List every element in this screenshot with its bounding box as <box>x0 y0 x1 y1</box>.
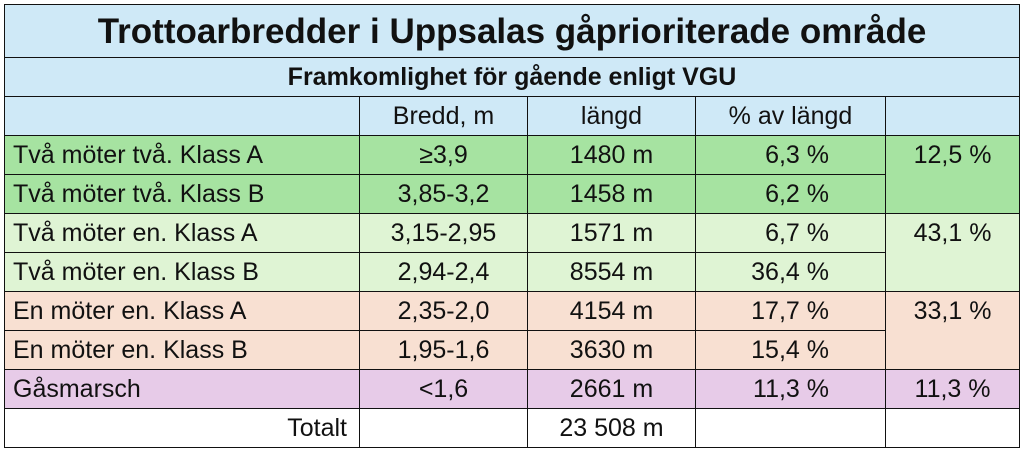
row-bredd: <1,6 <box>359 369 528 409</box>
group-total: 43,1 % <box>884 213 1021 292</box>
header-langd: längd <box>527 96 696 136</box>
row-label: En möter en. Klass A <box>4 291 360 331</box>
row-bredd: ≥3,9 <box>359 135 528 175</box>
total-empty <box>695 408 886 448</box>
row-label: Gåsmarsch <box>4 369 360 409</box>
table-row: En möter en. Klass B 1,95-1,6 3630 m 15,… <box>4 330 1020 370</box>
table-row: Två möter en. Klass B 2,94-2,4 8554 m 36… <box>4 252 1020 292</box>
header-empty <box>4 96 360 136</box>
row-pct: 6,3 % <box>695 135 886 175</box>
row-pct: 11,3 % <box>695 369 886 409</box>
table-title: Trottoarbredder i Uppsalas gåprioriterad… <box>3 4 1021 58</box>
row-langd: 2661 m <box>527 369 696 409</box>
table-subtitle: Framkomlighet för gående enligt VGU <box>3 57 1021 97</box>
total-empty <box>884 408 1021 448</box>
row-pct: 6,7 % <box>695 213 886 253</box>
row-label: Två möter en. Klass A <box>4 213 360 253</box>
row-bredd: 3,85-3,2 <box>359 174 528 214</box>
row-pct: 36,4 % <box>695 252 886 292</box>
row-pct: 17,7 % <box>695 291 886 331</box>
row-label: Två möter två. Klass B <box>4 174 360 214</box>
row-bredd: 2,94-2,4 <box>359 252 528 292</box>
total-row: Totalt 23 508 m <box>4 408 1021 448</box>
row-langd: 1571 m <box>527 213 696 253</box>
total-label: Totalt <box>4 408 360 448</box>
table-row: Två möter två. Klass B 3,85-3,2 1458 m 6… <box>4 174 1020 214</box>
row-label: En möter en. Klass B <box>4 330 360 370</box>
header-pct: % av längd <box>695 96 886 136</box>
row-langd: 4154 m <box>527 291 696 331</box>
table-row: Två möter två. Klass A ≥3,9 1480 m 6,3 %… <box>4 135 1021 214</box>
row-langd: 1458 m <box>527 174 696 214</box>
sidewalk-width-table: Trottoarbredder i Uppsalas gåprioriterad… <box>3 4 1021 448</box>
row-bredd: 3,15-2,95 <box>359 213 528 253</box>
table-row: En möter en. Klass A 2,35-2,0 4154 m 17,… <box>4 291 1021 370</box>
row-bredd: 1,95-1,6 <box>359 330 528 370</box>
table-row: Två möter en. Klass A 3,15-2,95 1571 m 6… <box>4 213 1021 292</box>
header-bredd: Bredd, m <box>359 96 528 136</box>
row-label: Två möter en. Klass B <box>4 252 360 292</box>
group-total: 11,3 % <box>884 369 1021 409</box>
row-pct: 15,4 % <box>695 330 886 370</box>
row-langd: 3630 m <box>527 330 696 370</box>
header-group-empty <box>884 96 1021 136</box>
row-label: Två möter två. Klass A <box>4 135 360 175</box>
row-bredd: 2,35-2,0 <box>359 291 528 331</box>
row-pct: 6,2 % <box>695 174 886 214</box>
group-total: 12,5 % <box>884 135 1021 214</box>
total-langd: 23 508 m <box>527 408 696 448</box>
row-langd: 1480 m <box>527 135 696 175</box>
row-langd: 8554 m <box>527 252 696 292</box>
group-total: 33,1 % <box>884 291 1021 370</box>
total-empty <box>359 408 528 448</box>
table-row: Gåsmarsch <1,6 2661 m 11,3 % 11,3 % <box>4 369 1021 409</box>
